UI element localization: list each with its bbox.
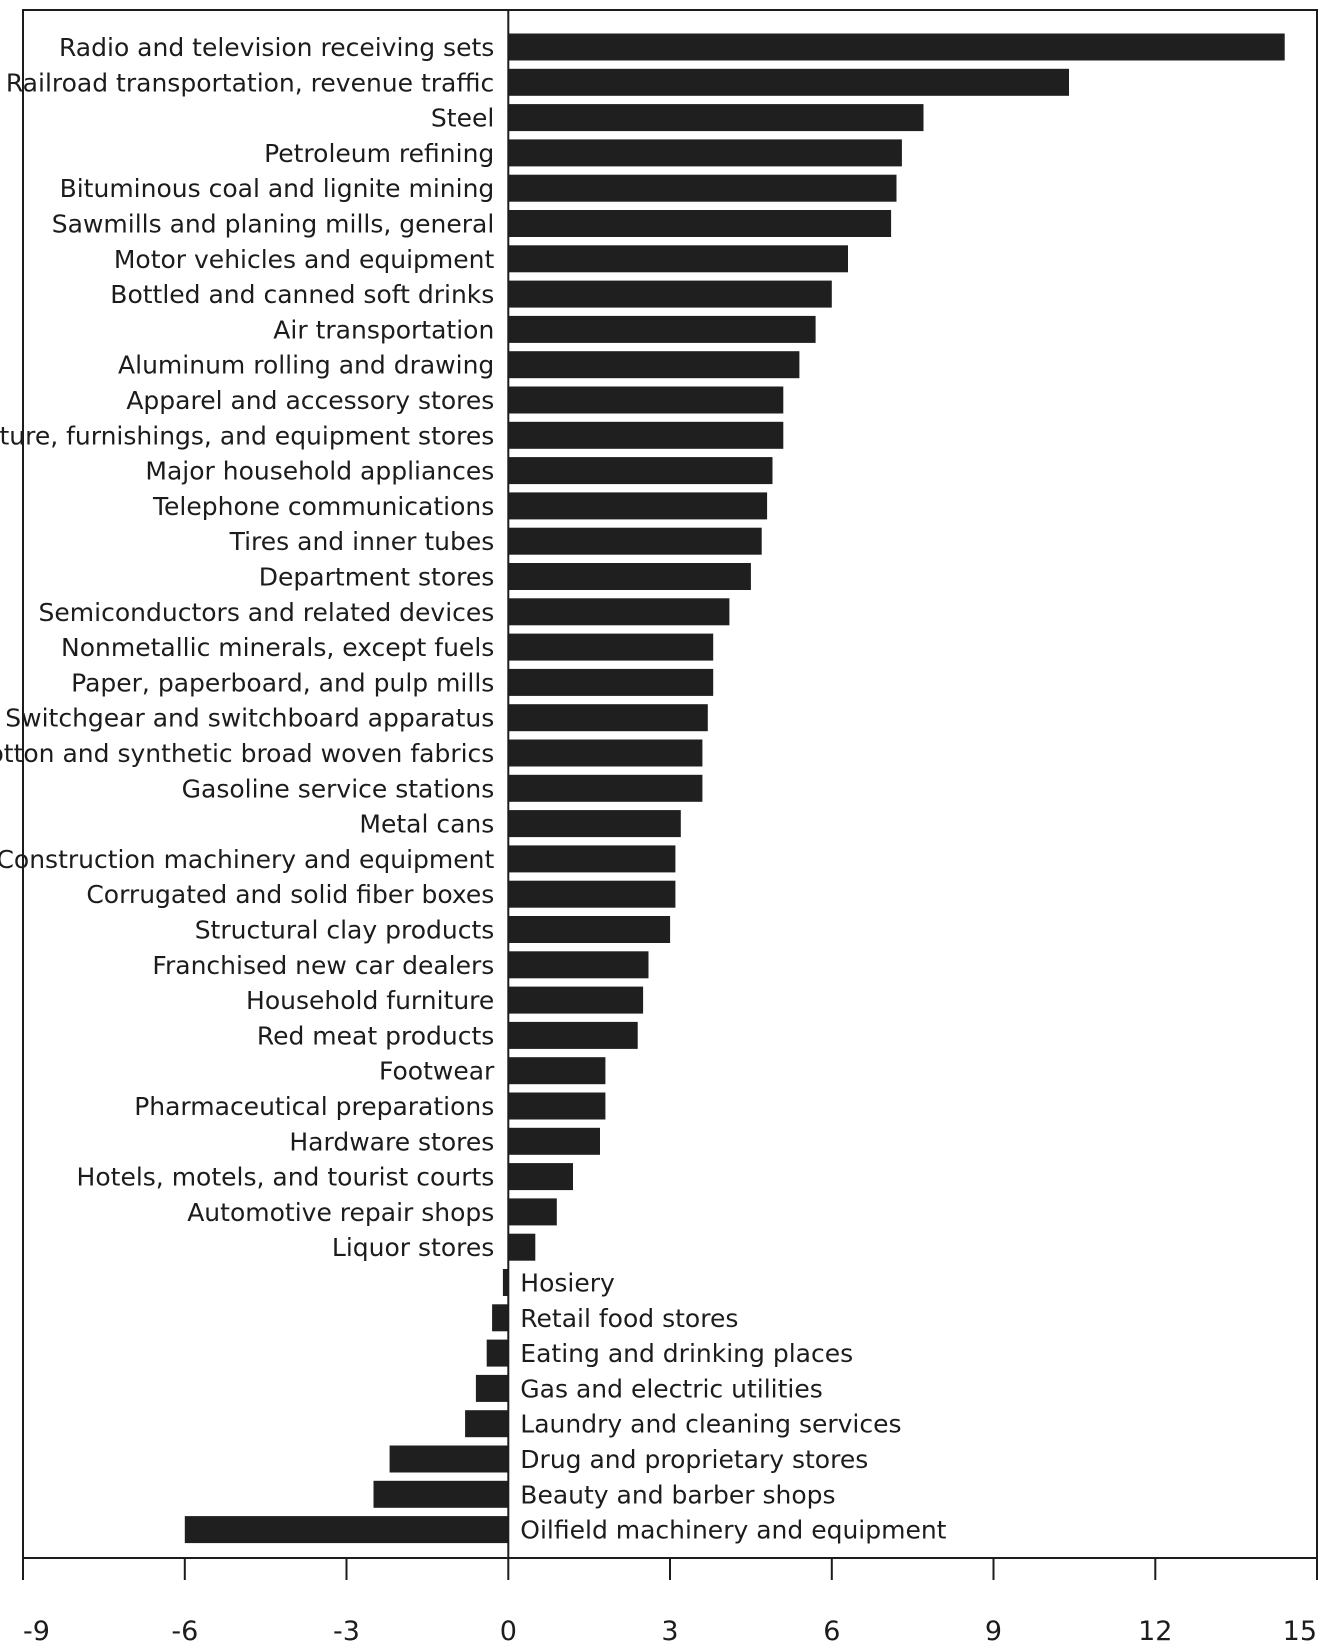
- category-label: Furniture, furnishings, and equipment st…: [0, 421, 494, 450]
- category-label: Hotels, motels, and tourist courts: [77, 1163, 495, 1192]
- category-label: Gasoline service stations: [182, 774, 495, 803]
- category-label: Drug and proprietary stores: [520, 1445, 868, 1474]
- category-label: Switchgear and switchboard apparatus: [5, 704, 494, 733]
- bar-beauty-and-barber-shops: [373, 1480, 509, 1508]
- bar-furniture-furnishings-and-equipment-stores: [508, 421, 784, 449]
- x-tick-label: -9: [23, 1616, 50, 1647]
- category-label: Cotton and synthetic broad woven fabrics: [0, 739, 494, 768]
- category-label: Paper, paperboard, and pulp mills: [71, 668, 494, 697]
- x-tick-label: 15: [1283, 1616, 1317, 1647]
- category-label: Bottled and canned soft drinks: [110, 280, 494, 309]
- x-tick-label: 3: [661, 1616, 678, 1647]
- category-label: Motor vehicles and equipment: [114, 245, 495, 274]
- bar-petroleum-refining: [508, 139, 902, 167]
- x-tick-label: 12: [1138, 1616, 1172, 1647]
- bar-automotive-repair-shops: [508, 1198, 557, 1226]
- bar-drug-and-proprietary-stores: [389, 1445, 509, 1473]
- category-label: Hardware stores: [289, 1127, 494, 1156]
- bar-tires-and-inner-tubes: [508, 527, 762, 555]
- bar-footwear: [508, 1057, 606, 1085]
- bar-retail-food-stores: [492, 1304, 509, 1332]
- bar-red-meat-products: [508, 1021, 638, 1049]
- category-label: Railroad transportation, revenue traffic: [6, 68, 494, 97]
- bar-gasoline-service-stations: [508, 774, 703, 802]
- category-label: Air transportation: [273, 315, 494, 344]
- category-label: Radio and television receiving sets: [59, 33, 494, 62]
- category-label: Metal cans: [359, 810, 494, 839]
- category-label: Liquor stores: [332, 1233, 494, 1262]
- category-label: Franchised new car dealers: [152, 951, 494, 980]
- bar-department-stores: [508, 563, 751, 590]
- category-label: Apparel and accessory stores: [126, 386, 494, 415]
- bar-paper-paperboard-and-pulp-mills: [508, 668, 714, 696]
- bars-group: [184, 33, 1285, 1544]
- bar-railroad-transportation-revenue-traffic: [508, 68, 1069, 96]
- category-label: Semiconductors and related devices: [39, 598, 495, 627]
- category-label: Household furniture: [246, 986, 494, 1015]
- bar-hosiery: [502, 1269, 509, 1296]
- x-tick-label: -6: [171, 1616, 198, 1647]
- category-label: Pharmaceutical preparations: [134, 1092, 494, 1121]
- bar-corrugated-and-solid-fiber-boxes: [508, 880, 676, 908]
- category-label: Aluminum rolling and drawing: [118, 351, 494, 380]
- x-tick-label: 6: [823, 1616, 840, 1647]
- category-label: Eating and drinking places: [520, 1339, 853, 1368]
- bar-air-transportation: [508, 315, 816, 343]
- category-label: Petroleum refining: [264, 139, 494, 168]
- bar-bottled-and-canned-soft-drinks: [508, 280, 832, 308]
- bar-gas-and-electric-utilities: [475, 1374, 509, 1402]
- bar-hardware-stores: [508, 1127, 600, 1155]
- category-label: Major household appliances: [145, 457, 494, 486]
- bar-radio-and-television-receiving-sets: [508, 33, 1285, 61]
- bar-steel: [508, 104, 924, 132]
- bar-eating-and-drinking-places: [486, 1339, 509, 1367]
- bar-major-household-appliances: [508, 457, 773, 485]
- category-label: Beauty and barber shops: [520, 1480, 835, 1509]
- bar-metal-cans: [508, 810, 681, 838]
- category-label: Retail food stores: [520, 1304, 738, 1333]
- bar-semiconductors-and-related-devices: [508, 598, 730, 626]
- category-label: Laundry and cleaning services: [520, 1410, 901, 1439]
- bar-cotton-and-synthetic-broad-woven-fabrics: [508, 739, 703, 767]
- bar-apparel-and-accessory-stores: [508, 386, 784, 414]
- category-label: Hosiery: [520, 1269, 615, 1298]
- bar-construction-machinery-and-equipment: [508, 845, 676, 873]
- category-label: Construction machinery and equipment: [0, 845, 494, 874]
- category-label: Automotive repair shops: [187, 1198, 494, 1227]
- category-label: Red meat products: [257, 1021, 494, 1050]
- category-label: Telephone communications: [152, 492, 494, 521]
- category-label: Tires and inner tubes: [229, 527, 495, 556]
- category-label: Oilfield machinery and equipment: [520, 1516, 946, 1545]
- x-tick-label: 9: [985, 1616, 1002, 1647]
- x-tick-label: -3: [333, 1616, 360, 1647]
- x-axis-ticks-group: -9 -6 -3 0 3 6 9 12 15: [22, 1558, 1318, 1647]
- bar-laundry-and-cleaning-services: [465, 1410, 509, 1438]
- category-label: Corrugated and solid fiber boxes: [86, 880, 494, 909]
- category-label: Department stores: [259, 563, 495, 592]
- bar-household-furniture: [508, 986, 644, 1014]
- bar-pharmaceutical-preparations: [508, 1092, 606, 1120]
- bar-oilfield-machinery-and-equipment: [184, 1516, 509, 1544]
- x-tick-label: 0: [500, 1616, 517, 1647]
- bar-bituminous-coal-and-lignite-mining: [508, 174, 897, 202]
- category-label: Footwear: [379, 1057, 495, 1086]
- bar-hotels-motels-and-tourist-courts: [508, 1163, 573, 1191]
- bar-liquor-stores: [508, 1233, 536, 1261]
- category-label: Steel: [431, 104, 494, 133]
- category-label: Nonmetallic minerals, except fuels: [61, 633, 494, 662]
- category-labels-group: Radio and television receiving sets Railr…: [0, 33, 947, 1545]
- bar-nonmetallic-minerals-except-fuels: [508, 633, 714, 661]
- bar-motor-vehicles-and-equipment: [508, 245, 848, 273]
- bar-franchised-new-car-dealers: [508, 951, 649, 979]
- bar-switchgear-and-switchboard-apparatus: [508, 704, 708, 732]
- category-label: Gas and electric utilities: [520, 1374, 822, 1403]
- category-label: Sawmills and planing mills, general: [52, 210, 495, 239]
- bar-structural-clay-products: [508, 916, 671, 943]
- bar-sawmills-and-planing-mills-general: [508, 210, 892, 237]
- category-label: Structural clay products: [195, 916, 495, 945]
- bar-telephone-communications: [508, 492, 768, 520]
- bar-aluminum-rolling-and-drawing: [508, 351, 800, 379]
- category-label: Bituminous coal and lignite mining: [60, 174, 495, 203]
